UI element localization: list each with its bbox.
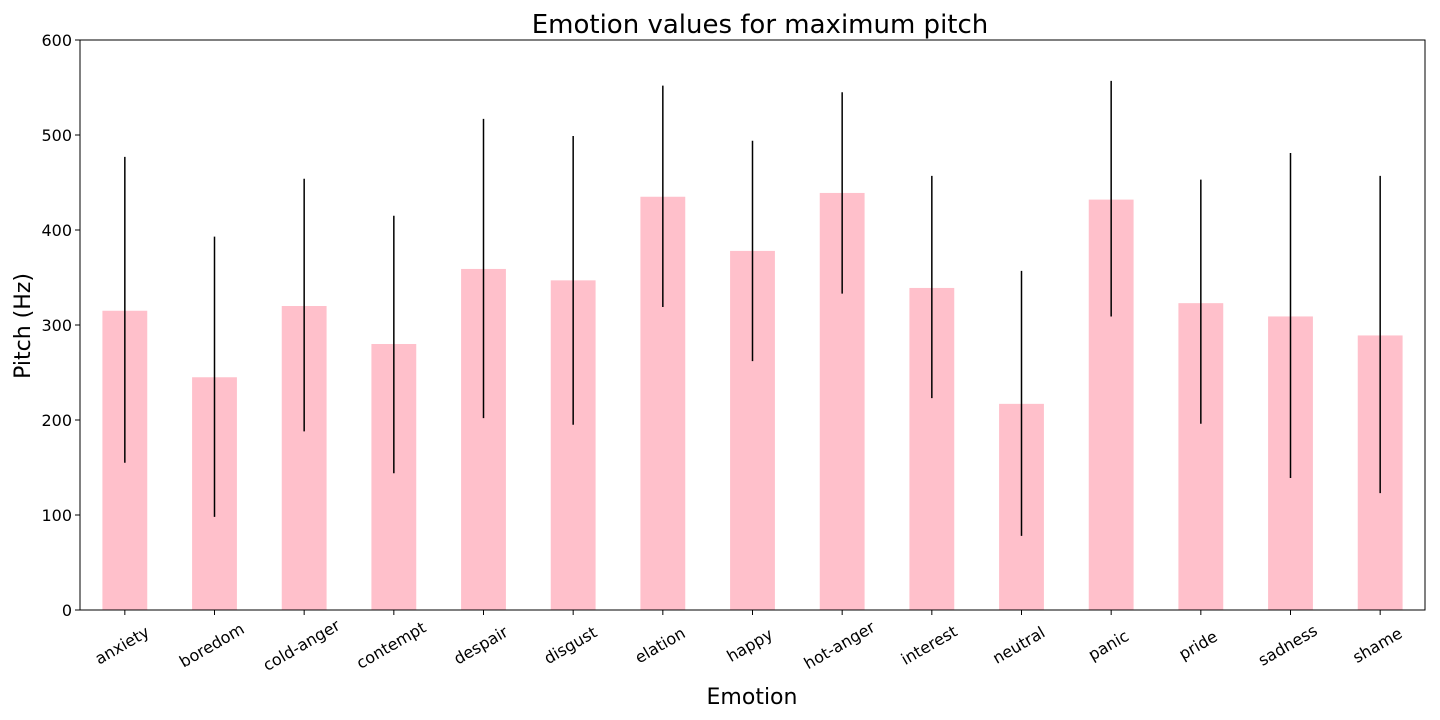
y-tick-label: 500 — [41, 126, 72, 145]
x-tick-label: pride — [1175, 627, 1220, 664]
x-tick-label: elation — [632, 623, 689, 667]
x-tick-label: anxiety — [92, 622, 153, 668]
x-tick-label: panic — [1085, 626, 1132, 664]
x-tick-label: sadness — [1255, 621, 1321, 670]
x-tick-label: contempt — [353, 618, 429, 673]
y-tick-label: 400 — [41, 221, 72, 240]
x-tick-label: cold-anger — [260, 615, 344, 674]
y-tick-label: 600 — [41, 31, 72, 50]
plot-frame — [79, 39, 1426, 611]
x-tick-label: disgust — [541, 623, 601, 668]
y-tick-label: 300 — [41, 316, 72, 335]
x-axis: anxiety boredom cold-anger contempt despair d… — [92, 610, 1405, 675]
y-tick-label: 100 — [41, 506, 72, 525]
x-tick-label: boredom — [176, 619, 247, 671]
y-tick-label: 200 — [41, 411, 72, 430]
x-tick-label: despair — [450, 622, 511, 668]
x-tick-label: neutral — [989, 623, 1048, 668]
x-tick-label: interest — [898, 622, 961, 669]
y-axis-label: Pitch (Hz) — [11, 273, 36, 379]
x-tick-label: hot-anger — [801, 617, 879, 673]
x-tick-label: shame — [1349, 624, 1405, 667]
chart-title: Emotion values for maximum pitch — [532, 10, 989, 40]
error-bars — [124, 80, 1381, 536]
y-axis: 0 100 200 300 400 500 600 — [41, 31, 80, 620]
y-tick-label: 0 — [62, 601, 72, 620]
x-axis-label: Emotion — [707, 685, 798, 710]
x-tick-label: happy — [723, 625, 776, 666]
